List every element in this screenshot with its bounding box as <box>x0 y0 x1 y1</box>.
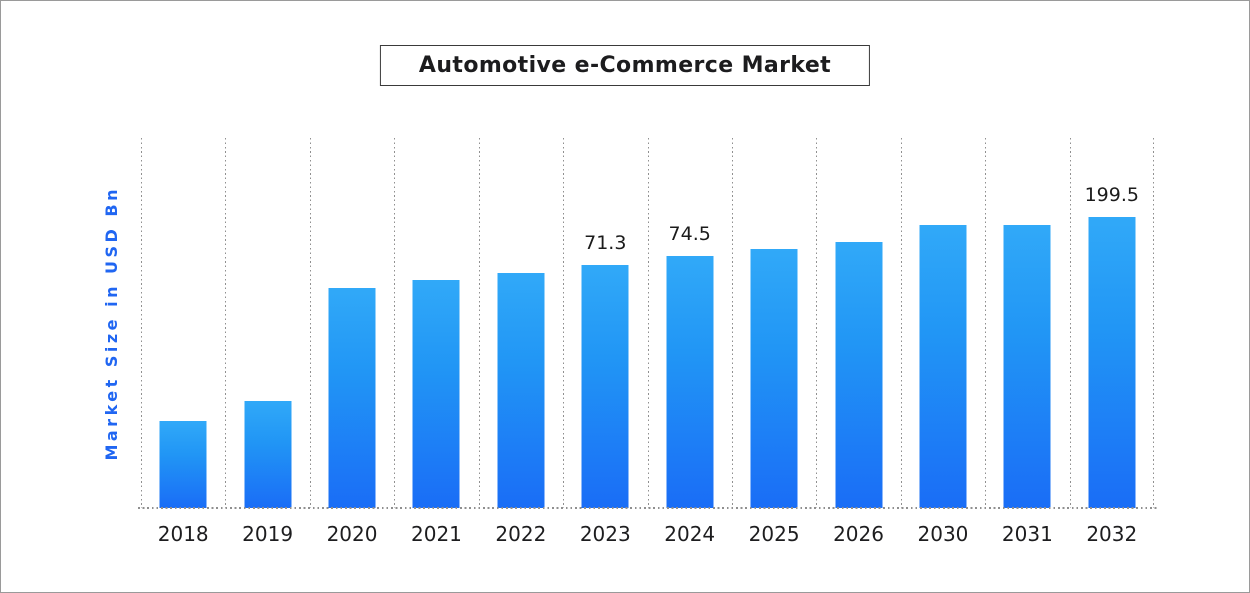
bar-2020 <box>328 288 376 508</box>
bar-2024 <box>666 256 714 508</box>
chart-column-2026: 2026 <box>816 138 900 546</box>
x-tick-2020: 2020 <box>326 522 378 546</box>
gridline <box>141 138 142 508</box>
bar-2022 <box>497 273 545 508</box>
gridline <box>1069 138 1071 508</box>
bar-value-label-2023: 71.3 <box>584 232 627 254</box>
bar-value-label-2032: 199.5 <box>1084 184 1139 206</box>
x-tick-2022: 2022 <box>495 522 547 546</box>
x-tick-2023: 2023 <box>579 522 631 546</box>
bar-2031 <box>1003 225 1051 508</box>
y-axis-label-container: Market Size in USD Bn <box>91 138 131 508</box>
gridline <box>985 138 987 508</box>
x-tick-2024: 2024 <box>664 522 716 546</box>
gridline <box>816 138 818 508</box>
x-tick-2031: 2031 <box>1001 522 1053 546</box>
gridline <box>563 138 565 508</box>
x-tick-2030: 2030 <box>917 522 969 546</box>
bar-2018 <box>159 421 207 508</box>
bar-2030 <box>919 225 967 508</box>
gridline <box>225 138 227 508</box>
gridline <box>731 138 733 508</box>
bar-2025 <box>750 249 798 508</box>
chart-column-2023: 71.3 2023 <box>563 138 647 546</box>
bar-2019 <box>244 401 292 508</box>
bar-2023 <box>581 265 629 508</box>
x-tick-2018: 2018 <box>157 522 209 546</box>
bar-2021 <box>412 280 460 508</box>
gridline <box>647 138 649 508</box>
chart-column-2024: 74.5 2024 <box>648 138 732 546</box>
chart-column-2020: 2020 <box>310 138 394 546</box>
chart-column-2021: 2021 <box>394 138 478 546</box>
chart-column-2032: 199.5 2032 <box>1070 138 1154 546</box>
chart-column-2025: 2025 <box>732 138 816 546</box>
chart-title-box: Automotive e-Commerce Market <box>379 45 871 86</box>
chart-column-2031: 2031 <box>985 138 1069 546</box>
x-tick-2019: 2019 <box>242 522 294 546</box>
gridline <box>900 138 902 508</box>
bar-2032 <box>1088 217 1136 508</box>
x-axis-line <box>138 507 1158 509</box>
chart-column-2018: 2018 <box>141 138 225 546</box>
chart-column-2022: 2022 <box>479 138 563 546</box>
chart-title: Automotive e-Commerce Market <box>418 53 832 78</box>
x-tick-2026: 2026 <box>833 522 884 546</box>
x-tick-2025: 2025 <box>748 522 800 546</box>
chart-plot-area: 2018 2019 2020 2021 2022 71.3 2023 74.5 2024 2025… <box>138 138 1158 546</box>
x-tick-2021: 2021 <box>411 522 462 546</box>
gridline <box>478 138 480 508</box>
gridline <box>309 138 311 508</box>
gridline <box>394 138 396 508</box>
x-tick-2032: 2032 <box>1086 522 1138 546</box>
bar-2026 <box>835 242 883 508</box>
chart-column-2019: 2019 <box>225 138 309 546</box>
chart-column-2030: 2030 <box>901 138 985 546</box>
bar-value-label-2024: 74.5 <box>668 223 711 245</box>
y-axis-label: Market Size in USD Bn <box>101 185 121 461</box>
gridline <box>1153 138 1154 508</box>
